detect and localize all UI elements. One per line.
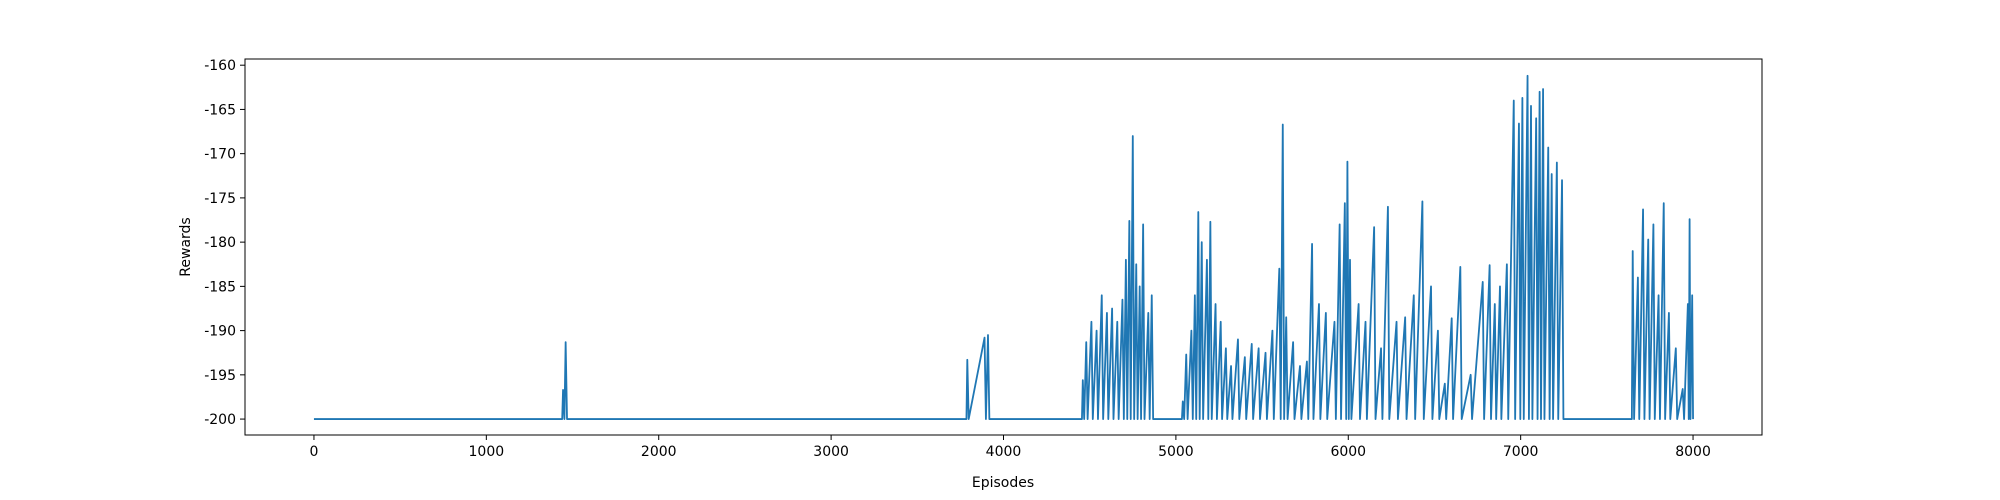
y-tick-label: -165	[204, 102, 236, 118]
x-tick-label: 2000	[641, 444, 677, 460]
y-tick-label: -200	[204, 412, 236, 428]
y-tick-label: -185	[204, 279, 236, 295]
y-tick-label: -160	[204, 58, 236, 74]
line-series	[313, 74, 1694, 420]
x-tick-label: 1000	[469, 444, 505, 460]
y-tick-label: -195	[204, 368, 236, 384]
x-tick-label: 6000	[1330, 444, 1366, 460]
y-tick-label: -190	[204, 324, 236, 340]
x-tick-label: 5000	[1158, 444, 1194, 460]
y-tick-label: -180	[204, 235, 236, 251]
y-axis-label: Rewards	[178, 217, 194, 276]
x-tick-label: 7000	[1503, 444, 1539, 460]
y-tick-label: -170	[204, 147, 236, 163]
x-tick-label: 3000	[813, 444, 849, 460]
x-axis-label: Episodes	[972, 475, 1034, 491]
x-tick-label: 8000	[1675, 444, 1711, 460]
y-tick-label: -175	[204, 191, 236, 207]
x-tick-label: 4000	[986, 444, 1022, 460]
x-tick-label: 0	[309, 444, 318, 460]
